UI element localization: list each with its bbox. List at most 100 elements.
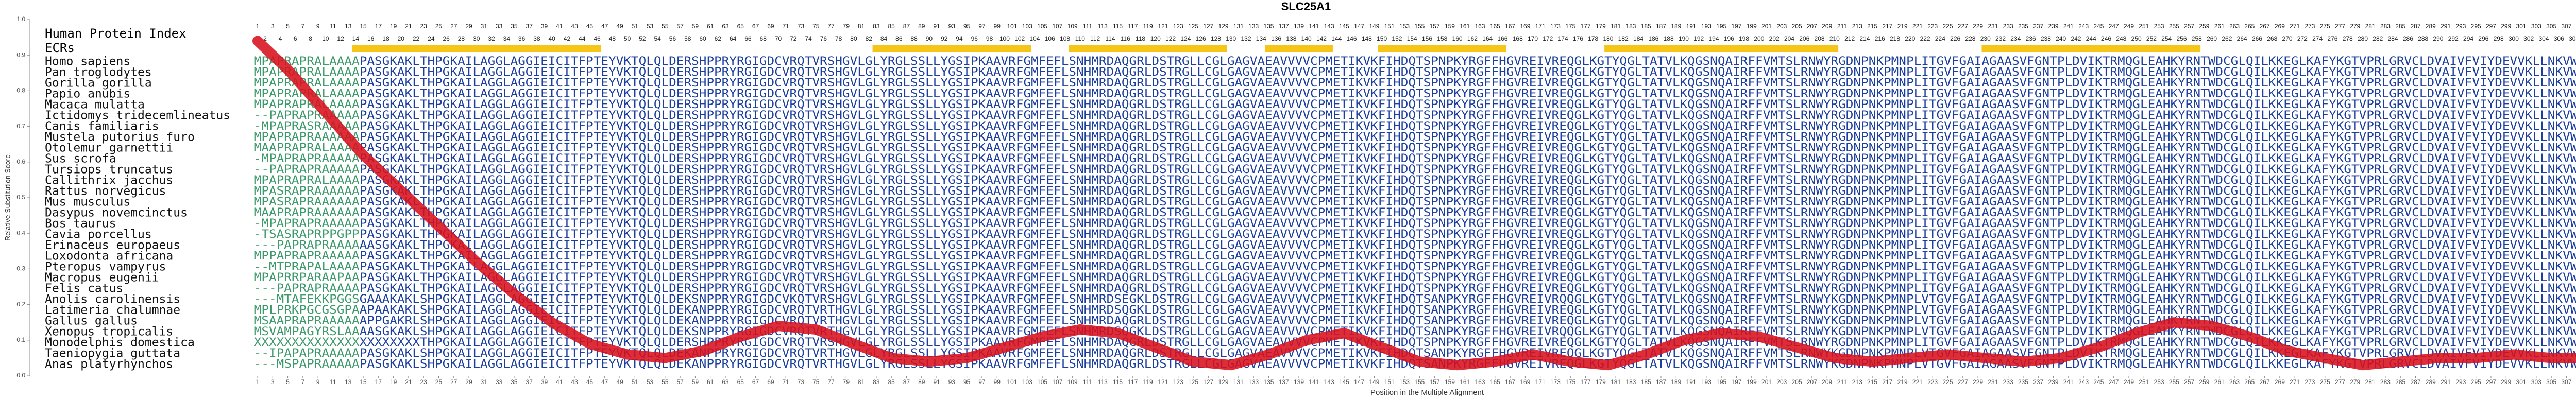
x-tick-label: 253 — [2154, 378, 2164, 386]
index-number: 60 — [699, 35, 706, 42]
index-number: 251 — [2139, 23, 2149, 30]
sequence: MPAPRAPRALAAAA PASGKAKLTHPGKAILAGGLAGGIEI… — [254, 66, 2576, 79]
index-number: 233 — [2003, 23, 2013, 30]
index-number: 199 — [1747, 23, 1757, 30]
x-tick-label: 53 — [647, 378, 654, 386]
index-number: 67 — [752, 23, 759, 30]
index-number: 304 — [2538, 35, 2549, 42]
index-number: 56 — [669, 35, 676, 42]
x-tick-label: 127 — [1203, 378, 1213, 386]
species-name: Ictidomys tridecemlineatus — [45, 109, 230, 123]
index-number: 148 — [1362, 35, 1372, 42]
index-number: 7 — [301, 23, 305, 30]
index-number: 76 — [820, 35, 827, 42]
x-tick-label: 297 — [2486, 378, 2496, 386]
x-tick-label: 283 — [2380, 378, 2391, 386]
x-tick-label: 269 — [2275, 378, 2285, 386]
index-number: 109 — [1067, 23, 1078, 30]
ecr-bar — [1069, 45, 1227, 52]
x-tick-label: 41 — [556, 378, 563, 386]
x-tick-label: 303 — [2531, 378, 2541, 386]
index-number: 32 — [488, 35, 495, 42]
x-tick-label: 169 — [1520, 378, 1530, 386]
index-number: 150 — [1377, 35, 1387, 42]
index-number: 166 — [1497, 35, 1507, 42]
species-name: Cavia porcellus — [45, 228, 152, 241]
x-tick-label: 27 — [450, 378, 457, 386]
x-tick-label: 255 — [2169, 378, 2179, 386]
index-number: 295 — [2471, 23, 2481, 30]
index-number: 227 — [1958, 23, 1968, 30]
index-number: 54 — [654, 35, 662, 42]
index-number: 301 — [2516, 23, 2527, 30]
x-tick-label: 257 — [2184, 378, 2194, 386]
x-tick-label: 89 — [918, 378, 925, 386]
index-number: 105 — [1037, 23, 1047, 30]
x-tick-label: 293 — [2455, 378, 2466, 386]
index-number: 165 — [1490, 23, 1500, 30]
index-number: 14 — [352, 35, 360, 42]
index-number: 224 — [1935, 35, 1945, 42]
index-number: 15 — [360, 23, 367, 30]
x-tick-label: 137 — [1279, 378, 1289, 386]
index-number: 28 — [458, 35, 465, 42]
index-number: 182 — [1618, 35, 1629, 42]
species-name: Anolis carolinensis — [45, 293, 180, 306]
index-number: 2 — [263, 35, 267, 42]
x-tick-label: 185 — [1641, 378, 1651, 386]
x-tick-label: 205 — [1792, 378, 1802, 386]
index-number: 271 — [2290, 23, 2300, 30]
index-number: 230 — [1980, 35, 1991, 42]
x-tick-label: 265 — [2244, 378, 2255, 386]
x-tick-label: 259 — [2199, 378, 2209, 386]
index-number: 152 — [1392, 35, 1402, 42]
species-name: Tursiops truncatus — [45, 163, 173, 177]
x-tick-label: 307 — [2561, 378, 2571, 386]
y-tick-label: 0.4 — [16, 229, 25, 236]
index-number: 186 — [1648, 35, 1658, 42]
index-number: 123 — [1173, 23, 1183, 30]
x-tick-label: 9 — [316, 378, 320, 386]
index-number: 6 — [294, 35, 297, 42]
index-number: 51 — [632, 23, 639, 30]
index-number: 249 — [2124, 23, 2134, 30]
index-number: 50 — [624, 35, 631, 42]
x-tick-label: 75 — [812, 378, 820, 386]
index-number: 288 — [2418, 35, 2428, 42]
index-number: 237 — [2033, 23, 2043, 30]
sequence: MPAPRRPARAAPAA PASGKAKLTHPGKAILAGGLAGGIEI… — [254, 271, 2576, 284]
ecr-bar — [1604, 45, 1839, 52]
index-number: 4 — [279, 35, 282, 42]
x-tick-label: 91 — [933, 378, 940, 386]
index-number: 257 — [2184, 23, 2194, 30]
species-name: Mus musculus — [45, 196, 130, 209]
x-tick-label: 131 — [1233, 378, 1244, 386]
x-tick-label: 43 — [571, 378, 578, 386]
index-number: 96 — [971, 35, 978, 42]
index-number: 101 — [1007, 23, 1018, 30]
x-tick-label: 153 — [1399, 378, 1410, 386]
index-number: 145 — [1339, 23, 1349, 30]
index-number: 270 — [2282, 35, 2293, 42]
x-tick-label: 17 — [375, 378, 382, 386]
index-number: 111 — [1083, 23, 1093, 30]
index-number: 250 — [2131, 35, 2142, 42]
index-number: 36 — [518, 35, 526, 42]
sequence: -TSASRAPRPPGPP PASGKAKLTHPGKAILAGGLAGGIEI… — [254, 228, 2576, 241]
index-number: 190 — [1679, 35, 1689, 42]
index-number: 143 — [1324, 23, 1334, 30]
y-tick-label: 0.3 — [16, 265, 25, 272]
index-number: 31 — [481, 23, 488, 30]
index-number: 170 — [1528, 35, 1538, 42]
x-tick-label: 179 — [1596, 378, 1606, 386]
x-tick-label: 233 — [2003, 378, 2013, 386]
x-tick-label: 275 — [2320, 378, 2330, 386]
x-tick-label: 199 — [1747, 378, 1757, 386]
index-number: 40 — [548, 35, 555, 42]
index-number: 218 — [1890, 35, 1900, 42]
x-tick-label: 7 — [301, 378, 305, 386]
x-tick-label: 151 — [1384, 378, 1395, 386]
index-number: 137 — [1279, 23, 1289, 30]
index-number: 65 — [737, 23, 744, 30]
index-number: 167 — [1505, 23, 1515, 30]
